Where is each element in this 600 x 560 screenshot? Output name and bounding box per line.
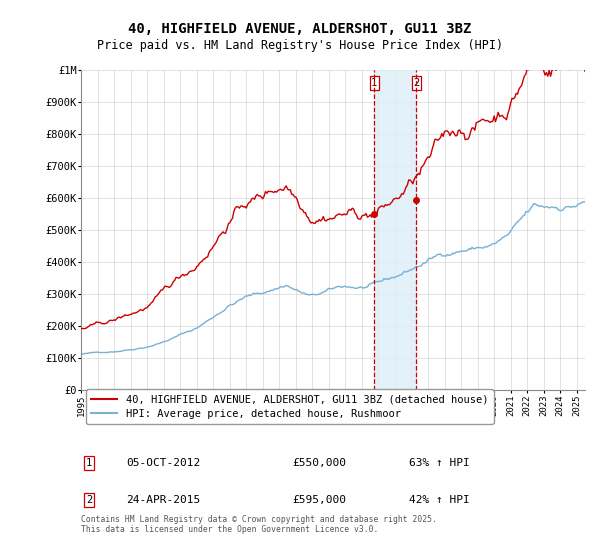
- Text: Price paid vs. HM Land Registry's House Price Index (HPI): Price paid vs. HM Land Registry's House …: [97, 39, 503, 52]
- Bar: [374, 70, 416, 390]
- Text: 2: 2: [413, 78, 419, 88]
- Text: £595,000: £595,000: [293, 495, 347, 505]
- Text: 63% ↑ HPI: 63% ↑ HPI: [409, 458, 469, 468]
- Legend: 40, HIGHFIELD AVENUE, ALDERSHOT, GU11 3BZ (detached house), HPI: Average price, : 40, HIGHFIELD AVENUE, ALDERSHOT, GU11 3B…: [86, 389, 493, 424]
- Text: Contains HM Land Registry data © Crown copyright and database right 2025.
This d: Contains HM Land Registry data © Crown c…: [81, 515, 437, 534]
- Text: 1: 1: [86, 458, 92, 468]
- Text: 42% ↑ HPI: 42% ↑ HPI: [409, 495, 469, 505]
- Text: 1: 1: [371, 78, 377, 88]
- Text: 40, HIGHFIELD AVENUE, ALDERSHOT, GU11 3BZ: 40, HIGHFIELD AVENUE, ALDERSHOT, GU11 3B…: [128, 22, 472, 36]
- Text: 2: 2: [86, 495, 92, 505]
- Text: 05-OCT-2012: 05-OCT-2012: [127, 458, 200, 468]
- Text: 24-APR-2015: 24-APR-2015: [127, 495, 200, 505]
- Text: £550,000: £550,000: [293, 458, 347, 468]
